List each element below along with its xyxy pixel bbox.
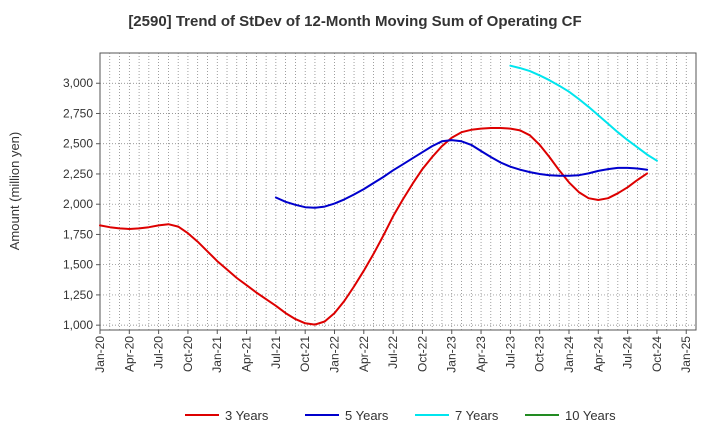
plot-area [99,52,697,331]
x-tick-label: Jan-22 [327,336,341,373]
y-tick-label: 2,500 [63,137,93,151]
y-tick-label: 2,000 [63,197,93,211]
chart-title: [2590] Trend of StDev of 12-Month Moving… [128,13,581,30]
legend-label: 7 Years [455,408,499,423]
legend-label: 10 Years [565,408,616,423]
x-tick-label: Apr-20 [122,336,136,372]
x-tick-label: Jan-20 [93,336,107,373]
x-tick-label: Jan-24 [562,336,576,373]
x-tick-label: Oct-23 [533,336,547,372]
series-line-5-years [274,139,649,209]
y-axis: 1,000 1,250 1,500 1,750 2,000 2,250 2,500 2,750… [63,76,100,332]
y-tick-label: 1,250 [63,288,93,302]
legend-label: 3 Years [225,408,269,423]
x-tick-label: Jul-23 [503,336,517,369]
series-line-3-years [99,127,649,326]
x-tick-label: Jul-22 [386,336,400,369]
legend: 3 Years 5 Years 7 Years 10 Years [185,408,616,423]
x-axis: Jan-20 Apr-20 Jul-20 Oct-20 Jan-21 Apr-21 Jul-… [93,330,693,373]
y-axis-label: Amount (million yen) [7,132,22,251]
grid [100,53,696,330]
x-tick-label: Oct-21 [298,336,312,372]
series-lines [99,64,658,326]
y-tick-label: 1,750 [63,227,93,241]
y-tick-label: 1,000 [63,318,93,332]
y-tick-label: 3,000 [63,76,93,90]
x-tick-label: Apr-23 [474,336,488,372]
x-tick-label: Jan-21 [210,336,224,373]
x-tick-label: Jul-24 [621,336,635,369]
x-tick-label: Oct-20 [181,336,195,372]
x-tick-label: Apr-22 [357,336,371,372]
x-tick-label: Jan-25 [679,336,693,373]
series-line-7-years [509,64,658,162]
y-tick-label: 2,250 [63,167,93,181]
x-tick-label: Jul-21 [269,336,283,369]
x-tick-label: Oct-22 [415,336,429,372]
x-tick-label: Apr-21 [240,336,254,372]
y-tick-label: 1,500 [63,258,93,272]
legend-label: 5 Years [345,408,389,423]
x-tick-label: Oct-24 [650,336,664,372]
x-tick-label: Jul-20 [152,336,166,369]
y-tick-label: 2,750 [63,106,93,120]
x-tick-label: Jan-23 [445,336,459,373]
x-tick-label: Apr-24 [591,336,605,372]
